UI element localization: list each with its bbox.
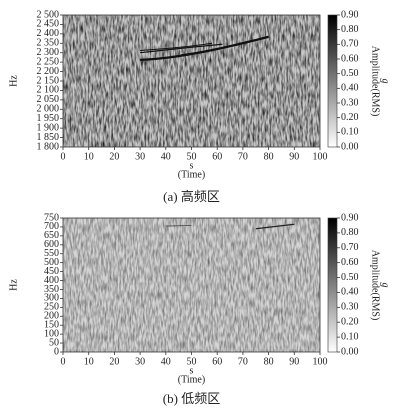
- y-tick-label: 550: [44, 248, 59, 259]
- colorbar-tick-label: 0.80: [341, 227, 359, 238]
- colorbar-tick-label: 0.90: [341, 9, 359, 20]
- x-tick-label: 90: [289, 356, 299, 367]
- colorbar-tick-label: 0.30: [341, 97, 359, 108]
- caption: (a) 高频区: [163, 189, 220, 204]
- signal-trace: [165, 225, 192, 227]
- y-tick-label: 1 850: [37, 132, 60, 143]
- y-axis-label: Hz: [8, 75, 19, 87]
- x-axis-label: s: [190, 365, 194, 376]
- colorbar-tick-label: 0.50: [341, 272, 359, 283]
- colorbar-tick-label: 0.00: [341, 141, 359, 152]
- x-tick-label: 0: [61, 356, 66, 367]
- x-tick-label: 80: [264, 356, 274, 367]
- x-axis-label: s: [190, 160, 194, 171]
- y-tick-label: 650: [44, 230, 59, 241]
- x-tick-label: 70: [238, 151, 248, 162]
- y-tick-label: 450: [44, 266, 59, 277]
- y-axis-label: Hz: [8, 279, 19, 291]
- colorbar-label: Amplitude(RMS): [370, 46, 381, 117]
- colorbar-unit: g: [380, 283, 391, 288]
- x-tick-label: 80: [264, 151, 274, 162]
- x-tick-label: 0: [61, 151, 66, 162]
- y-tick-label: 0: [54, 346, 59, 357]
- signal-trace: [255, 223, 295, 230]
- y-tick-label: 50: [49, 337, 59, 348]
- x-tick-label: 20: [109, 356, 119, 367]
- x-axis-label-sub: (Time): [178, 374, 205, 385]
- x-axis-label-sub: (Time): [178, 169, 205, 180]
- y-tick-label: 2 450: [37, 19, 60, 30]
- spectrogram-texture: [63, 15, 320, 147]
- colorbar-tick-label: 0.30: [341, 302, 359, 313]
- y-tick-label: 2 150: [37, 75, 60, 86]
- y-tick-label: 300: [44, 293, 59, 304]
- y-tick-label: 2 300: [37, 47, 60, 58]
- colorbar-tick-label: 0.20: [341, 317, 359, 328]
- caption: (b) 低频区: [163, 391, 220, 406]
- x-tick-label: 20: [109, 151, 119, 162]
- y-tick-label: 600: [44, 239, 59, 250]
- y-tick-label: 2 200: [37, 66, 60, 77]
- y-tick-label: 700: [44, 221, 59, 232]
- colorbar-tick-label: 0.10: [341, 127, 359, 138]
- colorbar-label: Amplitude(RMS): [370, 250, 381, 321]
- x-tick-label: 30: [135, 151, 145, 162]
- colorbar: [327, 217, 338, 353]
- spectrogram-texture: [63, 218, 320, 352]
- y-tick-label: 400: [44, 275, 59, 286]
- x-tick-label: 70: [238, 356, 248, 367]
- x-tick-label: 40: [161, 151, 171, 162]
- y-tick-label: 2 100: [37, 85, 60, 96]
- signal-trace: [140, 42, 213, 51]
- y-tick-label: 150: [44, 319, 59, 330]
- x-tick-label: 40: [161, 356, 171, 367]
- y-tick-label: 350: [44, 284, 59, 295]
- y-tick-label: 2 050: [37, 94, 60, 105]
- x-tick-label: 50: [187, 151, 197, 162]
- x-tick-label: 50: [187, 356, 197, 367]
- y-tick-label: 2 000: [37, 104, 60, 115]
- y-tick-label: 1 900: [37, 122, 60, 133]
- colorbar-tick-label: 0.80: [341, 24, 359, 35]
- signal-trace: [140, 43, 223, 54]
- colorbar-tick-label: 0.70: [341, 242, 359, 253]
- colorbar-tick-label: 0.50: [341, 68, 359, 79]
- signal-trace: [181, 37, 269, 55]
- x-tick-label: 10: [84, 356, 94, 367]
- x-tick-label: 100: [313, 151, 328, 162]
- colorbar-tick-label: 0.40: [341, 287, 359, 298]
- colorbar-tick-label: 0.60: [341, 53, 359, 64]
- colorbar-tick-label: 0.20: [341, 112, 359, 123]
- x-tick-label: 60: [212, 356, 222, 367]
- colorbar-tick-label: 0.00: [341, 346, 359, 357]
- x-tick-label: 30: [135, 356, 145, 367]
- y-tick-label: 2 500: [37, 9, 60, 20]
- y-tick-label: 500: [44, 257, 59, 268]
- signal-trace: [140, 35, 269, 61]
- y-tick-label: 100: [44, 328, 59, 339]
- x-tick-label: 100: [313, 356, 328, 367]
- y-tick-label: 2 400: [37, 28, 60, 39]
- colorbar: [327, 14, 338, 148]
- y-tick-label: 200: [44, 311, 59, 322]
- y-tick-label: 2 350: [37, 38, 60, 49]
- y-tick-label: 250: [44, 302, 59, 313]
- colorbar-unit: g: [380, 79, 391, 84]
- y-tick-label: 1 950: [37, 113, 60, 124]
- colorbar-tick-label: 0.10: [341, 331, 359, 342]
- x-tick-label: 60: [212, 151, 222, 162]
- y-tick-label: 1 800: [37, 141, 60, 152]
- colorbar-tick-label: 0.90: [341, 212, 359, 223]
- y-tick-label: 2 250: [37, 56, 60, 67]
- y-tick-label: 750: [44, 212, 59, 223]
- x-tick-label: 90: [289, 151, 299, 162]
- colorbar-tick-label: 0.70: [341, 39, 359, 50]
- x-tick-label: 10: [84, 151, 94, 162]
- colorbar-tick-label: 0.40: [341, 83, 359, 94]
- colorbar-tick-label: 0.60: [341, 257, 359, 268]
